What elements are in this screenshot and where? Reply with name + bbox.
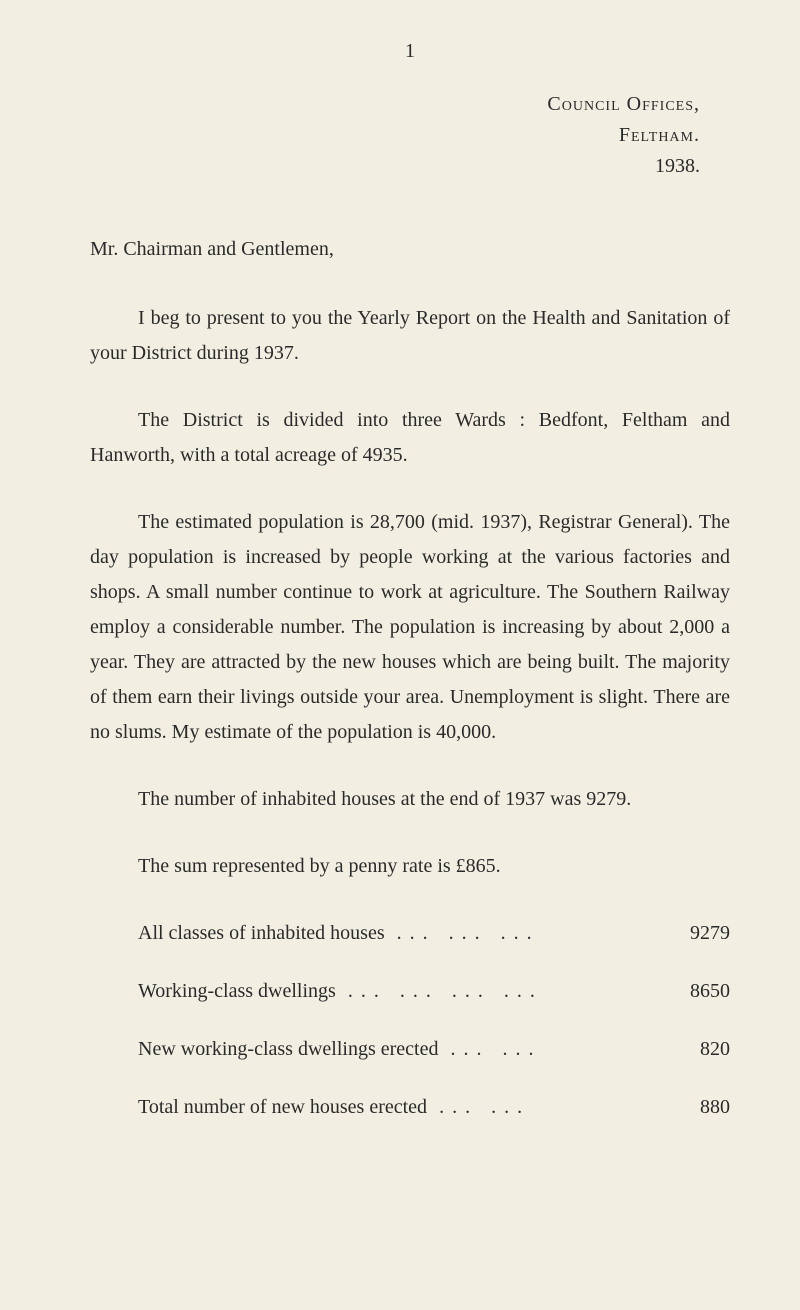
paragraph-4: The number of inhabited houses at the en…: [90, 782, 730, 817]
data-row: All classes of inhabited houses ... ... …: [90, 916, 730, 950]
data-label: Total number of new houses erected: [138, 1090, 427, 1124]
paragraph-3: The estimated population is 28,700 (mid.…: [90, 505, 730, 750]
data-row: New working-class dwellings erected ... …: [90, 1032, 730, 1066]
leader-dots: ... ...: [427, 1090, 670, 1124]
letterhead-year: 1938.: [90, 155, 700, 178]
data-label: All classes of inhabited houses: [138, 916, 385, 950]
salutation: Mr. Chairman and Gentlemen,: [90, 238, 730, 261]
data-row: Working-class dwellings ... ... ... ... …: [90, 974, 730, 1008]
page-number: 1: [90, 40, 730, 63]
data-label: Working-class dwellings: [138, 974, 336, 1008]
paragraph-1: I beg to present to you the Yearly Repor…: [90, 301, 730, 371]
letterhead: Council Offices, Feltham. 1938.: [90, 93, 730, 178]
data-label: New working-class dwellings erected: [138, 1032, 438, 1066]
paragraph-5: The sum represented by a penny rate is £…: [90, 849, 730, 884]
letterhead-line-2: Feltham.: [90, 124, 700, 147]
data-value: 820: [670, 1032, 730, 1066]
letterhead-line-1: Council Offices,: [90, 93, 700, 116]
paragraph-2: The District is divided into three Wards…: [90, 403, 730, 473]
data-value: 8650: [670, 974, 730, 1008]
leader-dots: ... ... ... ...: [336, 974, 670, 1008]
leader-dots: ... ...: [438, 1032, 670, 1066]
data-row: Total number of new houses erected ... .…: [90, 1090, 730, 1124]
data-value: 9279: [670, 916, 730, 950]
data-value: 880: [670, 1090, 730, 1124]
leader-dots: ... ... ...: [385, 916, 670, 950]
